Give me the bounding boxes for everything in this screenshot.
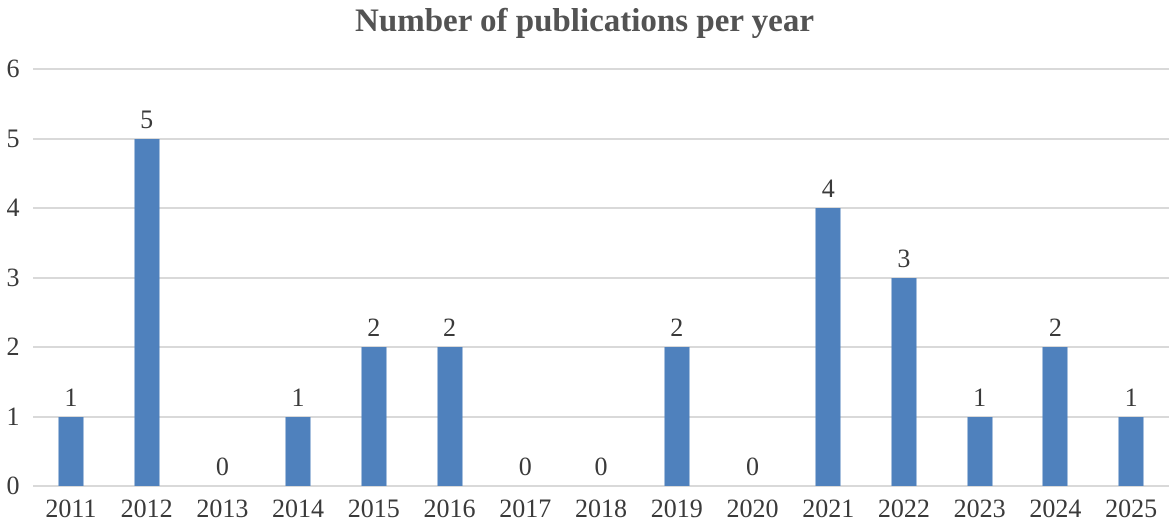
x-tick-label: 2013 [196, 494, 249, 523]
bar-slot: 5 [109, 69, 185, 486]
x-tick-label: 2022 [877, 494, 930, 523]
x-tick-label: 2014 [272, 494, 325, 523]
bar [815, 208, 841, 486]
plot-area: 1 5 0 1 2 2 0 0 2 0 4 3 1 2 1 [33, 68, 1169, 487]
x-tick-label: 2016 [423, 494, 476, 523]
gridline [33, 346, 1169, 348]
gridlines [33, 68, 1169, 487]
bar-slot: 2 [336, 69, 412, 486]
bar-slot: 1 [260, 69, 336, 486]
bar-slot: 2 [639, 69, 715, 486]
bar-slot: 4 [790, 69, 866, 486]
bar-value-label: 1 [291, 382, 305, 412]
bar-slot: 1 [942, 69, 1018, 486]
bar-slot: 2 [1018, 69, 1094, 486]
y-axis: 0 1 2 3 4 5 6 [0, 56, 26, 499]
bar [664, 347, 690, 486]
bar-value-label: 0 [594, 452, 608, 481]
y-tick-label: 2 [6, 332, 20, 361]
y-tick-label: 3 [6, 262, 20, 292]
bar [1042, 347, 1068, 486]
bar-value-label: 2 [1048, 313, 1062, 342]
bar-slot: 1 [33, 69, 109, 486]
y-tick-label: 5 [6, 123, 20, 153]
x-tick-label: 2020 [726, 494, 779, 523]
bar-slot: 1 [1093, 69, 1169, 486]
bar-value-label: 1 [64, 382, 78, 412]
bars-layer: 1 5 0 1 2 2 0 0 2 0 4 3 1 2 1 [33, 69, 1169, 486]
x-tick-label: 2018 [574, 494, 627, 523]
bar [437, 347, 463, 486]
x-tick-label: 2012 [120, 494, 173, 523]
gridline [33, 137, 1169, 140]
bar-value-label: 2 [367, 313, 381, 342]
bar-value-label: 2 [443, 313, 457, 342]
y-tick-label: 6 [6, 54, 20, 83]
x-tick-label: 2025 [1105, 494, 1158, 523]
bar-value-label: 3 [897, 243, 911, 273]
bar-slot: 0 [563, 69, 639, 486]
bar-slot: 2 [412, 69, 488, 486]
x-tick-label: 2021 [802, 494, 855, 523]
bar [1118, 416, 1144, 486]
y-tick-label: 4 [6, 193, 20, 222]
bar [285, 416, 311, 486]
x-tick-label: 2024 [1029, 494, 1082, 523]
x-tick-label: 2017 [499, 494, 552, 523]
chart-title: Number of publications per year [355, 3, 814, 39]
bar-value-label: 5 [140, 104, 154, 134]
x-tick-label: 2011 [45, 494, 97, 523]
bar [967, 416, 993, 486]
bar-value-label: 1 [1124, 382, 1138, 412]
bar [361, 347, 387, 486]
bar [58, 416, 84, 486]
bar-slot: 3 [866, 69, 942, 486]
y-tick-label: 0 [6, 471, 20, 500]
x-axis: 2011 2012 2013 2014 2015 2016 2017 2018 2019 2020… [33, 486, 1169, 527]
bar-value-label: 1 [973, 382, 987, 412]
y-tick-label: 1 [6, 401, 20, 431]
bar [891, 277, 917, 486]
gridline [33, 68, 1169, 70]
x-tick-label: 2023 [953, 494, 1006, 523]
x-tick-label: 2019 [650, 494, 703, 523]
bar-slot: 0 [715, 69, 791, 486]
gridline [33, 276, 1169, 279]
bar-value-label: 0 [215, 452, 229, 481]
x-tick-label: 2015 [347, 494, 400, 523]
bar-value-label: 0 [745, 452, 759, 481]
bar-slot: 0 [184, 69, 260, 486]
bar-value-label: 2 [670, 313, 684, 342]
gridline [33, 415, 1169, 418]
bar-slot: 0 [487, 69, 563, 486]
bar-value-label: 4 [821, 174, 835, 203]
gridline [33, 485, 1169, 487]
bar [134, 138, 160, 486]
gridline [33, 207, 1169, 209]
bar-value-label: 0 [518, 452, 532, 481]
